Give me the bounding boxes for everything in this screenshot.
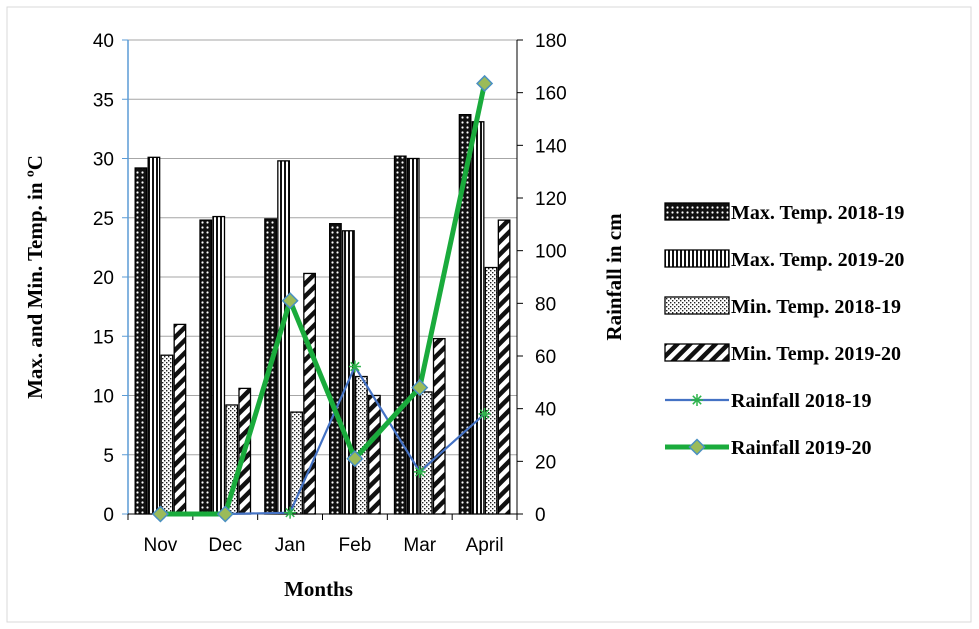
y2-tick-label: 120 [535,189,567,210]
data-point [476,74,494,93]
data-point [478,407,491,420]
legend-label: Rainfall 2019-20 [731,437,872,459]
legend-swatch [664,296,730,315]
y2-tick-label: 40 [535,400,556,421]
data-point [411,379,429,397]
y2-tick-label: 140 [535,136,567,157]
legend-label: Rainfall 2018-19 [731,390,872,412]
y2-tick-label: 100 [535,242,567,263]
marker-stroke [415,467,425,477]
legend-entry: Rainfall 2018-19 [665,390,872,412]
data-point [413,465,426,478]
y-tick-label: 25 [93,209,114,230]
series-line [160,82,488,517]
y2-tick-label: 60 [535,347,556,368]
data-point [216,505,234,523]
data-point [281,292,299,310]
y2-tick-label: 0 [535,505,546,526]
legend-entry: Min. Temp. 2019-20 [664,343,901,365]
x-tick-label: Feb [339,535,372,556]
x-tick-label: Dec [208,535,242,556]
x-tick-label: Mar [403,535,436,556]
bar [471,121,485,515]
x-axis-title: Months [284,577,353,601]
y-tick-label: 30 [93,150,114,171]
y-axis-title: Max. and Min. Temp. in ºC [23,155,47,399]
x-tick-label: Jan [275,535,306,556]
x-tick-label: April [466,535,504,556]
y-tick-label: 40 [93,31,114,52]
data-point [346,450,364,468]
bar [419,391,433,515]
bar [484,266,498,515]
legend-label: Min. Temp. 2019-20 [731,343,901,365]
data-point [688,438,706,456]
y-tick-label: 10 [93,387,114,408]
y-tick-label: 15 [93,327,114,348]
bar [160,354,174,515]
y2-axis-title: Rainfall in cm [602,213,626,341]
marker-stroke [350,361,360,372]
legend-entry: Max. Temp. 2019-20 [664,249,904,271]
legend-entry: Max. Temp. 2018-19 [664,202,904,224]
bar [173,323,187,515]
y2-tick-label: 80 [535,294,556,315]
legend-swatch [664,343,730,362]
bar [212,215,226,515]
y-tick-label: 35 [93,90,114,111]
y2-tick-label: 20 [535,452,556,473]
data-point [691,394,703,406]
legend-entry: Rainfall 2019-20 [665,437,872,459]
bar [147,156,161,515]
y-tick-label: 0 [103,505,114,526]
legend-label: Min. Temp. 2018-19 [731,296,901,318]
bar [329,223,342,515]
legend-label: Max. Temp. 2018-19 [731,202,904,224]
data-point [151,505,169,523]
marker-stroke [285,507,295,518]
y2-tick-label: 180 [535,31,567,52]
bar [199,219,213,515]
marker-stroke [479,409,490,419]
legend-entry: Min. Temp. 2018-19 [664,296,901,318]
y2-tick-label: 160 [535,84,567,105]
x-tick-label: Nov [144,535,178,556]
data-point [284,506,297,519]
legend-label: Max. Temp. 2019-20 [731,249,904,271]
bar [368,394,381,515]
bar [134,167,148,515]
data-point [348,360,361,373]
bar [497,219,511,515]
bar [393,155,407,515]
y-tick-label: 5 [103,446,114,467]
legend-swatch [664,249,730,268]
y-tick-label: 20 [93,268,114,289]
marker-stroke [692,395,702,405]
bar [432,337,446,515]
legend-swatch [664,202,730,221]
